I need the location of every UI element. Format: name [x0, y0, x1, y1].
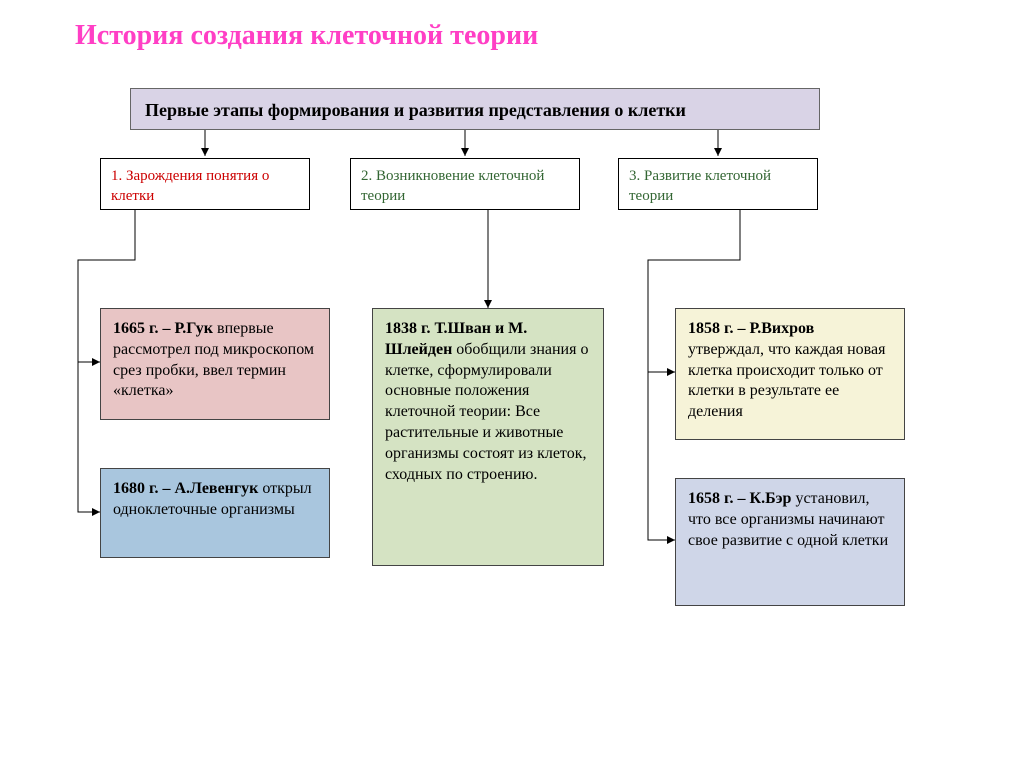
arrow-head-1: [461, 148, 469, 156]
connector-arrowhead-1: [92, 508, 100, 516]
connector-arrowhead-2: [484, 300, 492, 308]
connector-arrowhead-3: [667, 368, 675, 376]
stage-box-2: 2. Возникновение клеточной теории: [350, 158, 580, 210]
arrow-head-0: [201, 148, 209, 156]
stage-box-3: 3. Развитие клеточной теории: [618, 158, 818, 210]
detail-box-1: 1665 г. – Р.Гук впервые рассмотрел под м…: [100, 308, 330, 420]
detail-box-3: 1838 г. Т.Шван и М. Шлейден обобщили зна…: [372, 308, 604, 566]
header-box: Первые этапы формирования и развития пре…: [130, 88, 820, 130]
connector-arrowhead-4: [667, 536, 675, 544]
detail-body: утверждал, что каждая новая клетка проис…: [688, 341, 885, 420]
connector-path-4: [648, 372, 675, 540]
detail-lead: 1680 г. – А.Левенгук: [113, 480, 258, 497]
detail-body: обобщили знания о клетке, сформулировали…: [385, 341, 588, 483]
connector-arrowhead-0: [92, 358, 100, 366]
arrow-head-2: [714, 148, 722, 156]
connector-path-1: [78, 362, 100, 512]
detail-box-2: 1680 г. – А.Левенгук открыл одноклеточны…: [100, 468, 330, 558]
stage-box-1: 1. Зарождения понятия о клетки: [100, 158, 310, 210]
detail-lead: 1658 г. – К.Бэр: [688, 490, 791, 507]
detail-lead: 1858 г. – Р.Вихров: [688, 320, 814, 337]
detail-box-5: 1658 г. – К.Бэр установил, что все орган…: [675, 478, 905, 606]
detail-box-4: 1858 г. – Р.Вихров утверждал, что каждая…: [675, 308, 905, 440]
detail-lead: 1665 г. – Р.Гук: [113, 320, 213, 337]
page-title: История создания клеточной теории: [75, 20, 538, 52]
